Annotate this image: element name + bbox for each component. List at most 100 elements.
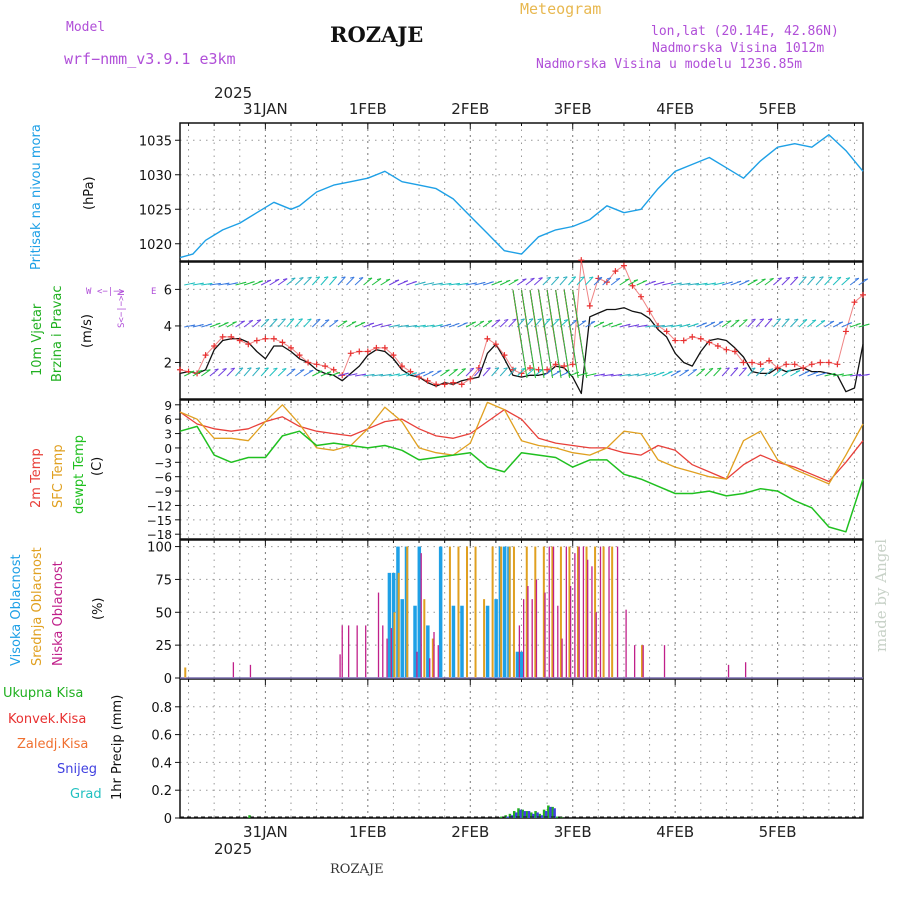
low-cloud-bar [531,599,533,678]
mid-cloud-bar [500,546,503,678]
high-cloud-bar [502,546,507,678]
high-cloud-bar [387,572,392,678]
wind-barb-tip [361,373,366,376]
wind-barb-tip [370,373,375,376]
wind-barb-tip [273,318,278,321]
wind-barb [482,367,491,377]
mid-cloud-bar [397,572,400,678]
total-rain-bar [517,808,520,818]
gust-marker [731,348,738,355]
wind-barb-tip [660,281,665,284]
wind-barb [764,318,773,328]
wind-barb [201,369,211,377]
total-rain-bar [551,806,554,818]
wind-barb [738,367,747,377]
mid-cloud-bar [448,546,451,678]
wind-barb [713,320,724,328]
wind-barb [235,320,245,328]
wind-barb [286,318,295,328]
wind-barb [525,277,535,286]
wind-barb-tip [597,276,603,279]
legend-conv-rain: Konvek.Kisa [8,712,87,727]
wind-barb [585,320,596,328]
wind-barb-tip [494,367,500,370]
low-cloud-bar [518,625,521,678]
wind-barb [303,369,314,377]
wind-barb [721,367,730,377]
gust-marker [296,352,303,359]
mid-cloud-bar [542,546,545,678]
wind-barb-tip [742,367,747,370]
snow-bar [553,808,556,818]
gust-marker [783,361,790,368]
gust-marker [381,344,388,351]
wind-barb [474,367,483,377]
wind-barb [218,368,227,377]
gust-marker [578,257,585,264]
gust-marker [330,366,337,373]
low-cloud-bar [557,605,559,678]
wind-barb [807,276,816,286]
gust-marker [373,344,380,351]
wind-barb-tip [626,323,631,326]
wind-barb [781,369,792,377]
wind-barb-tip [599,321,605,324]
wind-barb-tip [720,282,725,285]
wind-barb-tip [264,318,270,321]
wind-barb-tip [769,277,774,280]
total-rain-bar [555,816,559,818]
wind-barb-tip [299,277,304,280]
wind-barb-tip [369,322,374,325]
y-tick-label: 3 [164,428,172,442]
y-tick-label: 25 [155,639,172,654]
wind-barb-tip [822,372,827,375]
wind-barb [465,367,475,377]
wind-barb-tip [486,367,491,370]
wind-barb-tip [230,367,235,370]
wind-barb [713,367,722,377]
gust-marker [766,357,773,364]
low-cloud-bar [347,625,350,678]
low-cloud-bar [523,599,525,678]
low-cloud-bar [599,546,602,678]
wind-barb-tip [307,318,312,321]
wind-fan [512,289,528,379]
gust-marker [774,364,781,371]
wind-barb [533,277,543,286]
wind-barb [593,277,603,286]
temp2m-line [179,408,864,483]
wind-barb-tip [624,278,630,281]
wind-barb-tip [759,318,764,321]
wind-barb-tip [282,367,287,370]
wind-barb-tip [198,369,203,372]
wind-barb [798,276,807,286]
gust-marker [860,291,866,298]
wind-barb-tip [743,319,748,322]
wind-barb [858,278,869,286]
gust-marker [245,341,252,348]
wind-barb-tip [590,320,596,323]
wind-barb-tip [745,280,750,283]
gust-marker [211,343,218,350]
wind-barb [499,319,509,328]
legend-hail: Grad [70,787,102,802]
y-tick-label: 50 [155,606,172,621]
gust-marker [177,366,183,373]
low-cloud-bar [535,579,538,678]
gust-marker [450,379,457,386]
wind-barb-tip [233,282,238,285]
wind-barb [346,276,355,286]
wind-barb [294,369,305,377]
wind-barb-tip [455,322,460,325]
wind-fan [563,289,579,379]
wind-barb-tip [727,320,732,323]
gust-marker [202,352,209,359]
wind-barb-tip [811,319,817,322]
wind-barb-tip [358,276,364,279]
wind-barb-tip [845,277,850,280]
y-tick-label: 1035 [139,134,172,149]
wind-barb-tip [477,367,483,370]
mid-cloud-bar [641,645,644,678]
mid-cloud-bar [474,546,477,678]
